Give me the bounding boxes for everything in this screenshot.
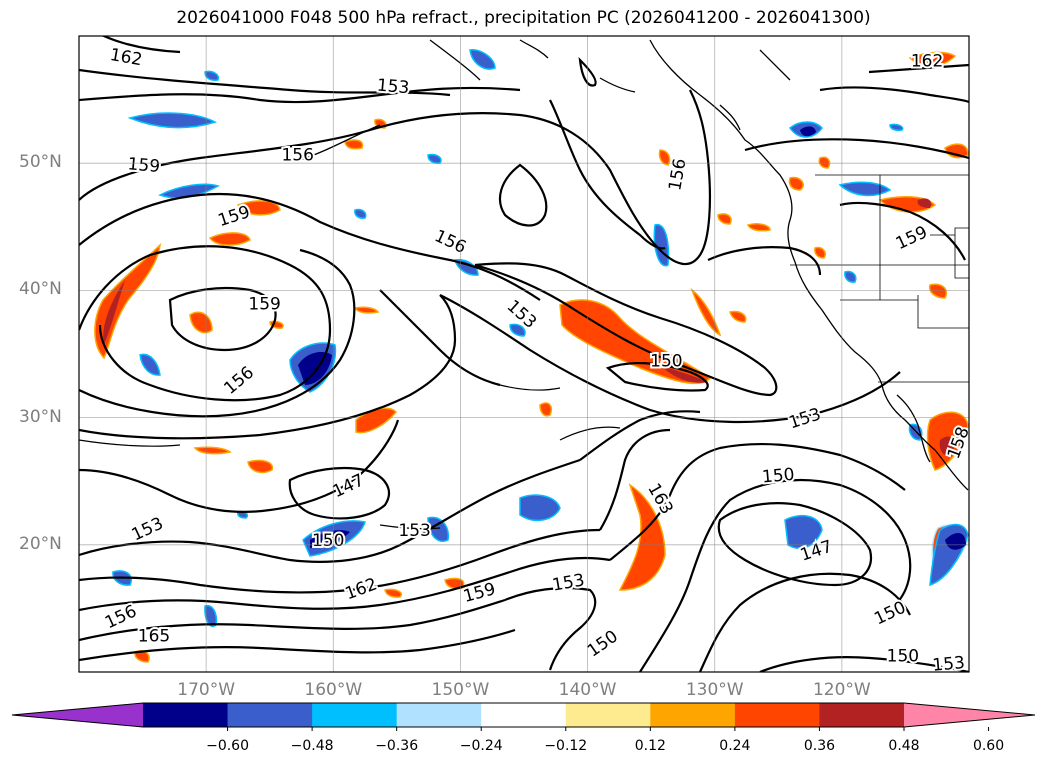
colorbar-tick-label: 0.24 <box>719 738 751 754</box>
colorbar-segment <box>734 703 820 727</box>
contour-label: 159 <box>127 154 161 177</box>
contour-label: 159 <box>461 579 498 607</box>
gridlines <box>79 36 969 672</box>
colorbar-segment <box>312 703 398 727</box>
contour-label: 162 <box>108 45 143 70</box>
map-area: 162 153 156 159 159 156 159 156 153 150 156 162 159 1… <box>79 36 969 676</box>
contour-label: 150 <box>761 465 795 488</box>
colorbar-segment <box>819 703 905 727</box>
colorbar-extend-min <box>12 703 143 727</box>
refractivity-contours <box>79 36 969 672</box>
colorbar-tick-label: 0.36 <box>803 738 836 754</box>
contour-label: 150 <box>871 598 909 630</box>
contour-label: 147 <box>330 470 368 502</box>
contour-label: 165 <box>138 626 170 646</box>
latitude-label: 30°N <box>19 406 62 427</box>
contour-label: 150 <box>312 531 344 551</box>
colorbar-tick-label: −0.60 <box>206 738 249 754</box>
colorbar-tick-label: 0.48 <box>888 738 920 754</box>
colorbar-tick-label: −0.24 <box>459 738 503 754</box>
colorbar-segment <box>565 703 651 727</box>
longitude-label: 160°W <box>304 680 363 700</box>
contour-label: 153 <box>398 521 430 541</box>
contour-label: 156 <box>665 157 690 192</box>
colorbar-segment <box>143 703 229 727</box>
contour-label: 153 <box>786 404 823 433</box>
contour-label: 159 <box>248 294 280 314</box>
contour-label: 150 <box>887 647 919 667</box>
latitude-label: 20°N <box>19 533 62 554</box>
refractivity-contours-thin <box>79 384 621 530</box>
contour-label: 156 <box>431 226 469 258</box>
precip-positive <box>94 51 969 663</box>
precip-negative <box>112 49 969 627</box>
contour-label: 156 <box>281 146 313 166</box>
longitude-label: 120°W <box>812 680 871 700</box>
boundaries <box>790 174 969 383</box>
colorbar-tick-label: −0.36 <box>375 738 419 754</box>
contour-label: 153 <box>551 570 586 595</box>
contour-label: 150 <box>650 352 682 372</box>
contour-label: 162 <box>343 574 380 604</box>
colorbar-segment <box>396 703 482 727</box>
latitude-label: 50°N <box>19 152 62 173</box>
colorbar-segment <box>650 703 736 727</box>
contour-label: 162 <box>911 51 943 71</box>
contour-label: 159 <box>893 222 931 254</box>
contour-label: 150 <box>584 627 622 662</box>
longitude-label: 130°W <box>685 680 744 700</box>
colorbar-tick-label: −0.48 <box>290 738 334 754</box>
colorbar-segment <box>481 703 567 727</box>
contour-label: 159 <box>216 202 253 231</box>
contour-label: 156 <box>220 363 258 399</box>
contour-label: 153 <box>376 76 410 99</box>
longitude-label: 140°W <box>558 680 617 700</box>
colorbar-segment <box>227 703 313 727</box>
colorbar-outline <box>11 702 1036 728</box>
map-title: 2026041000 F048 500 hPa refract., precip… <box>176 8 871 28</box>
precip-core <box>103 198 955 456</box>
latitude-label: 40°N <box>19 279 62 300</box>
colorbar-tick-label: 0.60 <box>972 738 1005 754</box>
map-frame <box>78 35 970 673</box>
contour-label: 153 <box>932 653 966 676</box>
longitude-label: 170°W <box>177 680 236 700</box>
longitude-label: 150°W <box>431 680 490 700</box>
colorbar <box>11 702 1036 731</box>
colorbar-extend-max <box>904 703 1035 727</box>
colorbar-tick-label: 0.12 <box>634 738 666 754</box>
colorbar-tick-label: −0.12 <box>544 738 588 754</box>
contour-label: 153 <box>503 296 541 333</box>
